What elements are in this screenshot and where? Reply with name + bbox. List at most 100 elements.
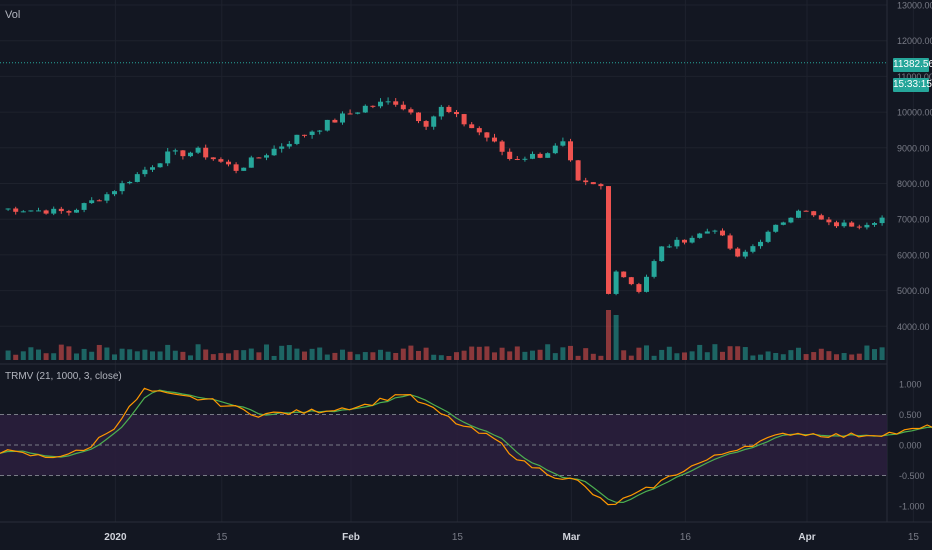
volume-bar bbox=[393, 352, 399, 360]
price-axis-label: 7000.00 bbox=[897, 215, 930, 225]
time-axis-label: 15 bbox=[216, 532, 228, 543]
candle-body bbox=[651, 261, 657, 277]
volume-pane-label: Vol bbox=[5, 9, 21, 21]
volume-bar bbox=[347, 351, 353, 360]
price-axis-label: 4000.00 bbox=[897, 322, 930, 332]
volume-bar bbox=[157, 351, 163, 360]
volume-bar bbox=[180, 351, 186, 360]
candle-body bbox=[644, 276, 649, 292]
volume-bar bbox=[560, 347, 566, 360]
indicator-slow-line bbox=[0, 389, 932, 504]
candle-body bbox=[530, 153, 535, 159]
candle-body bbox=[96, 200, 102, 202]
candle-body bbox=[355, 112, 361, 114]
volume-bar bbox=[636, 347, 642, 360]
indicator-axis-label: 0.500 bbox=[899, 410, 922, 420]
candle-body bbox=[583, 180, 589, 183]
volume-bar bbox=[210, 354, 216, 360]
volume-bar bbox=[188, 355, 193, 360]
volume-bar bbox=[796, 347, 801, 360]
candle-body bbox=[849, 222, 855, 227]
candle-body bbox=[248, 157, 254, 168]
volume-bar bbox=[461, 350, 467, 360]
candle-body bbox=[81, 203, 87, 210]
volume-bar bbox=[446, 355, 452, 360]
volume-bar bbox=[476, 346, 482, 360]
volume-bar bbox=[438, 355, 444, 360]
indicator-axis-label: 0.000 bbox=[899, 441, 922, 451]
candle-body bbox=[507, 151, 513, 159]
candle-body bbox=[834, 222, 839, 227]
volume-bar bbox=[89, 351, 95, 360]
volume-bar bbox=[606, 310, 611, 360]
candle-body bbox=[499, 141, 505, 152]
volume-bar bbox=[621, 350, 627, 360]
volume-bar bbox=[742, 347, 748, 360]
candle-body bbox=[74, 209, 79, 213]
volume-bar bbox=[150, 351, 155, 360]
volume-bar bbox=[522, 351, 528, 360]
candle-body bbox=[568, 141, 573, 161]
price-axis-label: 6000.00 bbox=[897, 250, 930, 260]
candle-body bbox=[127, 181, 133, 184]
candle-body bbox=[552, 145, 558, 154]
volume-bar bbox=[271, 355, 277, 360]
candle-body bbox=[112, 191, 117, 195]
volume-bar bbox=[408, 345, 414, 360]
candle-body bbox=[682, 239, 687, 243]
candle-body bbox=[788, 217, 794, 223]
volume-bar bbox=[294, 348, 300, 360]
volume-bar bbox=[590, 353, 596, 360]
volume-bar bbox=[332, 352, 338, 360]
volume-bar bbox=[644, 345, 649, 360]
time-axis-label: Mar bbox=[563, 532, 581, 543]
candle-body bbox=[636, 284, 642, 292]
time-axis-label: 16 bbox=[680, 532, 692, 543]
candle-body bbox=[560, 141, 566, 146]
candle-body bbox=[742, 251, 748, 257]
candle-body bbox=[469, 124, 475, 129]
candle-body bbox=[188, 152, 193, 157]
candle-body bbox=[233, 164, 239, 171]
candle-body bbox=[454, 111, 459, 115]
candle-body bbox=[226, 161, 231, 165]
candle-body bbox=[203, 147, 209, 158]
countdown-tag: 15:33:15 bbox=[893, 78, 932, 92]
volume-bar bbox=[765, 351, 771, 360]
volume-bar bbox=[416, 350, 421, 360]
indicator-pane-label[interactable]: TRMV (21, 1000, 3, close) bbox=[5, 371, 122, 382]
candle-body bbox=[104, 194, 110, 201]
candle-body bbox=[332, 119, 338, 123]
volume-bar bbox=[28, 347, 34, 360]
candle-body bbox=[613, 271, 619, 294]
candle-body bbox=[697, 233, 703, 238]
candle-body bbox=[142, 169, 148, 175]
volume-bar bbox=[370, 352, 376, 360]
volume-bar bbox=[142, 349, 148, 360]
candle-body bbox=[362, 105, 368, 113]
last-price-tag: 11382.56 bbox=[893, 58, 932, 72]
volume-bar bbox=[385, 351, 391, 360]
volume-bar bbox=[818, 348, 824, 360]
candle-body bbox=[758, 241, 763, 247]
volume-bar bbox=[104, 347, 110, 360]
volume-bar bbox=[674, 353, 680, 360]
candle-body bbox=[522, 158, 528, 160]
time-axis-label: Apr bbox=[798, 532, 815, 543]
volume-bar bbox=[872, 349, 877, 360]
candle-body bbox=[780, 222, 786, 225]
candle-body bbox=[13, 208, 19, 212]
candle-body bbox=[218, 159, 224, 162]
time-axis-label: Feb bbox=[342, 532, 360, 543]
candle-body bbox=[279, 146, 285, 149]
time-axis-label: 15 bbox=[908, 532, 920, 543]
candle-body bbox=[286, 143, 292, 147]
volume-bar bbox=[727, 346, 733, 360]
candle-body bbox=[294, 134, 300, 144]
candle-body bbox=[514, 158, 520, 160]
volume-bar bbox=[704, 352, 710, 360]
volume-bar bbox=[400, 348, 406, 360]
volume-bar bbox=[286, 345, 292, 360]
